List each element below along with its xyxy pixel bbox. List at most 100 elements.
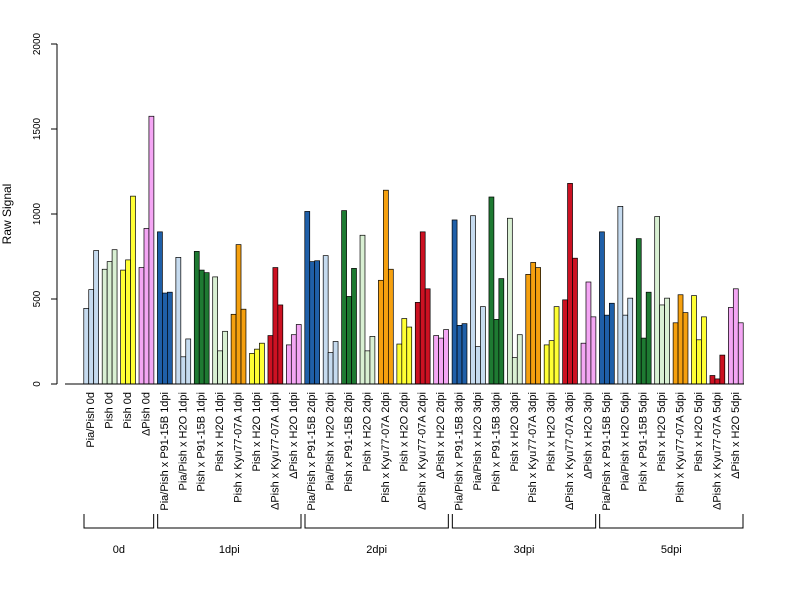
bar (640, 337, 647, 385)
bar (682, 312, 689, 385)
y-axis-label: Raw Signal (0, 184, 14, 245)
bar (175, 257, 182, 385)
bar (332, 341, 339, 385)
x-tick-label: Pia/Pish x P91-15B 5dpi (601, 392, 613, 511)
bar (714, 378, 721, 385)
bar (88, 289, 95, 385)
bar (562, 299, 568, 385)
bar (488, 196, 495, 385)
bar (719, 354, 726, 385)
bar (498, 278, 505, 385)
x-tick-label: Pish 0d (122, 392, 134, 429)
bar (438, 337, 444, 385)
bar (167, 291, 173, 385)
bar (198, 269, 205, 385)
x-tick-label: Pish x H2O 1dpi (214, 392, 226, 471)
x-tick-label: Pia/Pish x P91-15B 2dpi (306, 392, 318, 511)
bar (277, 304, 284, 385)
bar (162, 292, 168, 385)
bar (701, 316, 707, 385)
x-tick-label: Pia/Pish 0d (85, 392, 97, 448)
bar (267, 335, 274, 385)
bar (737, 322, 744, 385)
y-tick-label: 2000 (32, 32, 43, 55)
bar (101, 268, 108, 385)
bar (254, 348, 260, 385)
bar (424, 288, 431, 385)
x-tick-label: Pish x H2O 3dpi (509, 392, 521, 471)
bar (414, 302, 421, 385)
bar (180, 356, 187, 385)
bar (203, 272, 210, 385)
x-tick-label: ΔPish x Kyu77-07A 3dpi (564, 392, 576, 510)
bar (709, 375, 716, 385)
x-tick-label: Pish x Kyu77-07A 2dpi (380, 392, 392, 503)
bar (401, 318, 408, 385)
bar (672, 322, 679, 385)
bar (290, 334, 297, 385)
x-tick-label: Pish x H2O 2dpi (398, 392, 410, 471)
bar (525, 274, 532, 385)
bar (622, 314, 629, 385)
bar (286, 344, 292, 385)
bar (654, 216, 661, 385)
bar (617, 206, 624, 385)
bar (157, 231, 163, 385)
bar (138, 267, 145, 385)
x-tick-label: Pish x P91-15B 2dpi (343, 392, 355, 492)
x-tick-label: ΔPish x Kyu77-07A 2dpi (417, 392, 429, 510)
bar (548, 340, 555, 385)
x-tick-labels: Pia/Pish 0d Pish 0d Pish 0d ΔPish 0d Pia/Pis… (85, 392, 742, 511)
x-tick-label: Pia/Pish x P91-15B 3dpi (454, 392, 466, 511)
bar (507, 217, 513, 385)
bar (106, 261, 113, 385)
bar (235, 244, 242, 385)
group-label: 1dpi (219, 544, 240, 556)
x-tick-label: Pish x P91-15B 1dpi (196, 392, 208, 492)
bar (378, 279, 384, 385)
bar (567, 183, 573, 385)
bar (359, 234, 366, 385)
bar (590, 316, 597, 385)
x-tick-label: Pish x H2O 3dpi (546, 392, 558, 471)
bar (732, 288, 739, 385)
bar (608, 302, 615, 385)
y-tick-label: 1500 (32, 117, 43, 140)
bar (148, 115, 155, 385)
bar (259, 342, 265, 385)
x-tick-label: ΔPish x H2O 5dpi (730, 392, 742, 479)
bar (543, 344, 550, 385)
bar (659, 304, 665, 385)
x-tick-label: Pish x Kyu77-07A 5dpi (675, 392, 687, 503)
bar (406, 326, 413, 385)
x-tick-label: ΔPish x Kyu77-07A 5dpi (711, 392, 723, 510)
bar (461, 323, 468, 385)
x-tick-label: Pia/Pish x P91-15B 1dpi (159, 392, 171, 511)
bar (419, 231, 426, 385)
bar (604, 314, 610, 385)
bar (327, 352, 334, 385)
bar (341, 210, 347, 385)
bar (240, 308, 247, 385)
bar (696, 339, 702, 385)
bar (212, 276, 218, 385)
bar (585, 281, 592, 385)
x-tick-label: Pish x P91-15B 5dpi (638, 392, 650, 492)
x-tick-label: ΔPish x H2O 1dpi (288, 392, 300, 479)
bar (369, 336, 376, 385)
group-label: 5dpi (661, 544, 682, 556)
bar (295, 324, 302, 385)
bar (130, 195, 136, 385)
y-tick-label: 1000 (32, 202, 43, 225)
bar (572, 257, 578, 385)
bar (120, 269, 126, 385)
x-tick-label: Pia/Pish x H2O 5dpi (619, 392, 631, 490)
x-tick-label: Pish x Kyu77-07A 1dpi (233, 392, 245, 503)
bar (249, 353, 255, 385)
y-axis: 0 500 1000 1500 2000 (32, 32, 58, 387)
x-tick-label: ΔPish x H2O 2dpi (435, 392, 447, 479)
bar (111, 249, 118, 385)
x-tick-label: Pish x P91-15B 3dpi (490, 392, 502, 492)
y-tick-label: 500 (32, 290, 43, 307)
bar (530, 262, 537, 385)
